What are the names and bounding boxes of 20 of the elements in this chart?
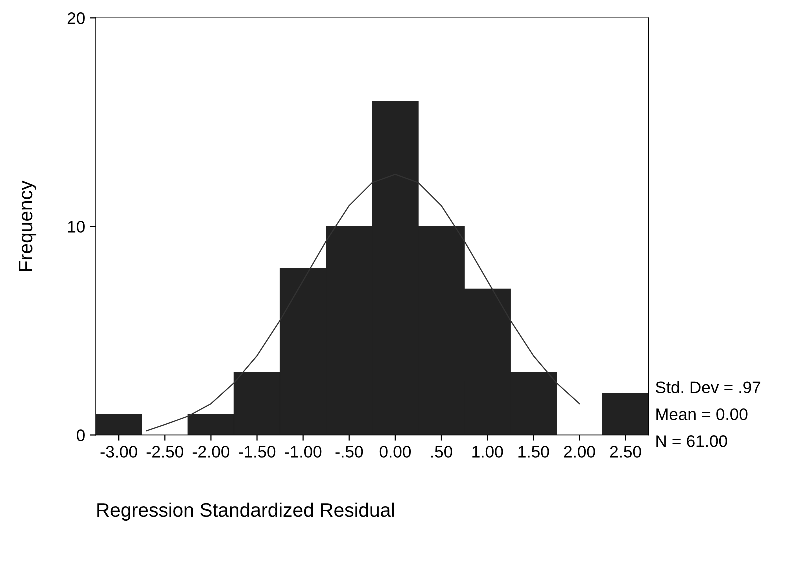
y-axis-title: Frequency: [19, 180, 37, 272]
x-tick-label: 0.00: [380, 446, 412, 458]
x-tick-label: -2.00: [192, 446, 230, 458]
text: Mean = 0.00: [656, 408, 748, 420]
x-tick-label: -3.00: [100, 446, 138, 458]
x-tick-label: 1.00: [472, 446, 504, 458]
x-tick-label: 2.50: [610, 446, 642, 458]
y-tick-label: 0: [77, 430, 85, 442]
x-tick-label: -.50: [336, 446, 364, 458]
y-tick-label: 20: [68, 12, 85, 24]
text: N = 61.00: [656, 436, 728, 448]
x-tick-label: 1.50: [518, 446, 550, 458]
x-tick-label: .50: [431, 446, 452, 458]
x-tick-label: -2.50: [146, 446, 184, 458]
x-tick-label: -1.00: [285, 446, 322, 458]
x-axis-title: Regression Standardized Residual: [98, 502, 394, 521]
y-tick-label: 10: [68, 221, 85, 233]
x-tick-label: 2.00: [564, 446, 596, 458]
x-tick-label: -1.50: [239, 446, 276, 458]
text: Std. Dev = .97: [656, 381, 761, 394]
